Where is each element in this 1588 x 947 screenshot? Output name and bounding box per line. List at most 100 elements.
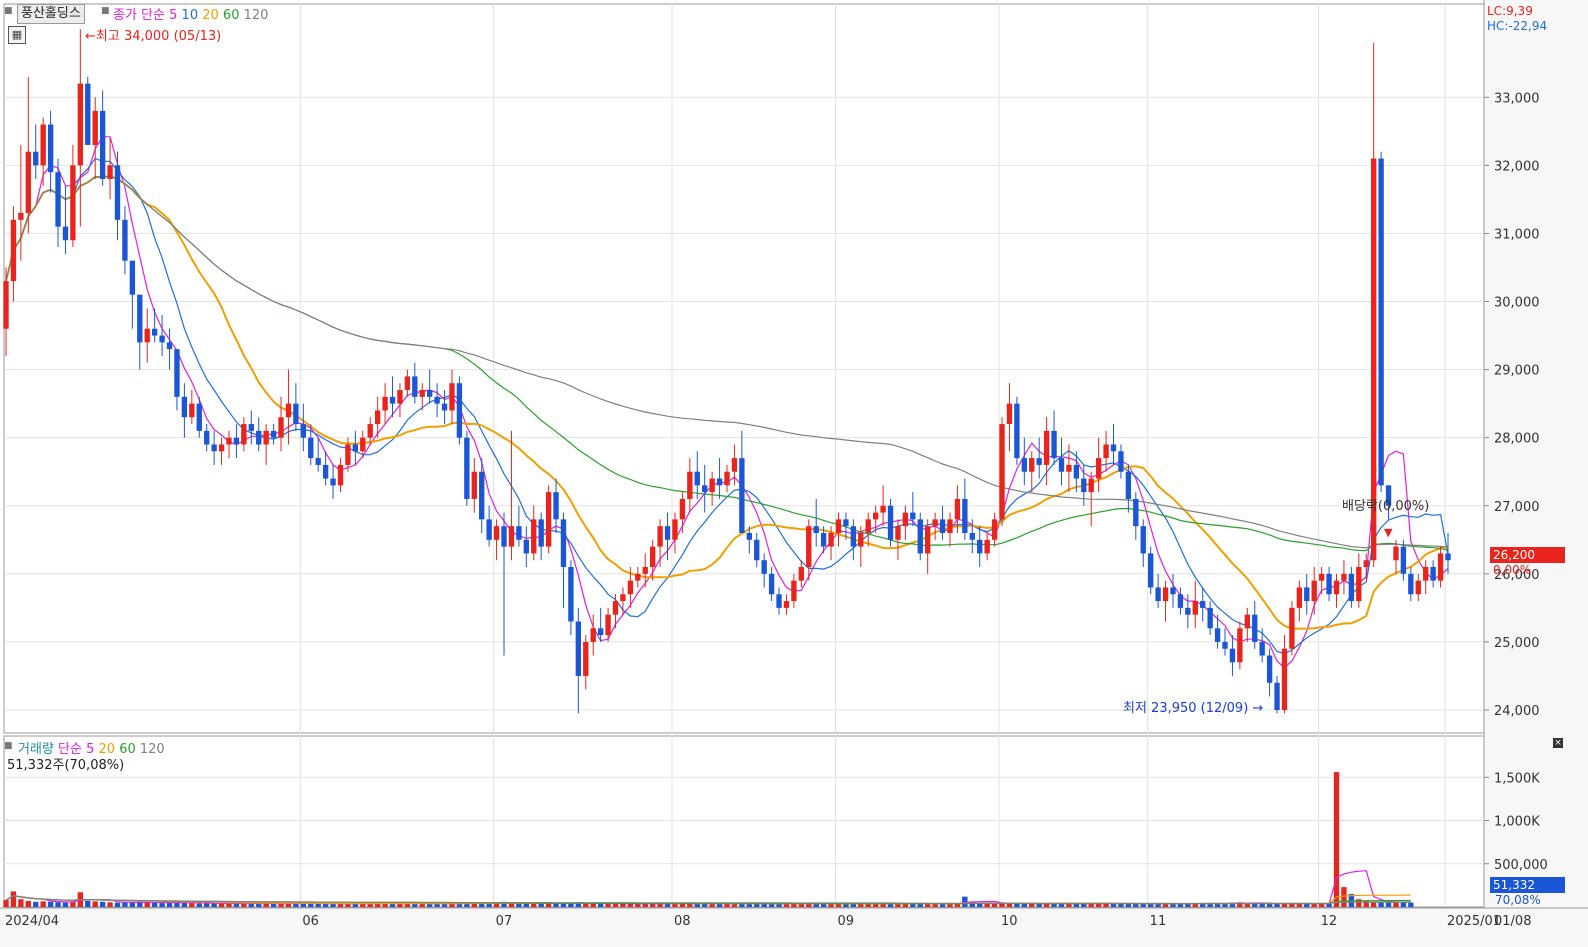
- candle-body: [977, 539, 983, 554]
- candle-body: [18, 213, 24, 220]
- volume-bar: [1095, 903, 1102, 907]
- candle-body: [679, 498, 686, 520]
- candle-body: [768, 573, 775, 595]
- candle-body: [910, 512, 916, 520]
- candle-body: [352, 444, 359, 452]
- candle-body: [731, 458, 738, 472]
- stock-name-box[interactable]: 풍산홀딩스: [17, 4, 85, 24]
- high-price-annotation: ←최고 34,000 (05/13): [85, 25, 221, 44]
- candle-body: [1170, 587, 1176, 595]
- candle-body: [464, 437, 470, 499]
- volume-bar: [1036, 903, 1042, 907]
- volume-menu-icon[interactable]: ■: [4, 741, 13, 751]
- volume-bar: [583, 903, 589, 907]
- date-tick-label: 11: [1150, 914, 1167, 929]
- candle-body: [1118, 451, 1124, 472]
- volume-bar: [954, 903, 961, 907]
- volume-bar: [977, 902, 983, 907]
- volume-bar: [181, 902, 188, 907]
- volume-bar: [159, 903, 165, 907]
- volume-bar: [40, 901, 46, 907]
- dividend-label: 배당락(0,00%): [1342, 499, 1430, 514]
- candle-body: [129, 260, 136, 295]
- legend-menu-icon[interactable]: ■: [101, 6, 110, 16]
- volume-bar: [233, 903, 240, 907]
- candle-body: [627, 580, 634, 595]
- volume-bar: [746, 903, 752, 907]
- volume-bar: [1170, 903, 1176, 907]
- volume-bar: [1162, 903, 1169, 907]
- candle-body: [151, 328, 158, 336]
- candle-body: [397, 390, 403, 404]
- candle-body: [1333, 580, 1340, 595]
- volume-bar: [374, 903, 381, 907]
- candle-body: [523, 539, 529, 554]
- volume-bar: [300, 903, 306, 907]
- volume-bar: [612, 903, 619, 907]
- volume-bar: [218, 903, 225, 907]
- candle-body: [1281, 648, 1288, 710]
- candle-body: [1304, 587, 1310, 602]
- candle-body: [1051, 430, 1057, 459]
- candle-body: [791, 580, 797, 602]
- volume-bar: [1400, 901, 1407, 907]
- volume-bar: [1229, 902, 1236, 907]
- candle-body: [367, 424, 373, 438]
- candle-body: [1378, 158, 1384, 486]
- candle-body: [434, 396, 440, 404]
- candle-body: [597, 628, 604, 636]
- candle-body: [1185, 607, 1191, 615]
- candle-body: [1192, 601, 1198, 615]
- candle-body: [531, 519, 537, 554]
- price-legend: 종가 단순 5 10 20 60 120: [113, 4, 268, 23]
- candle-body: [991, 519, 998, 540]
- volume-bar: [1311, 903, 1317, 907]
- volume-bar: [479, 903, 485, 907]
- candle-body: [1081, 478, 1087, 493]
- volume-bar: [1237, 902, 1243, 907]
- price-tick-label: 33,000: [1494, 91, 1540, 106]
- candle-body: [1296, 587, 1303, 608]
- candle-body: [479, 471, 485, 520]
- candle-body: [984, 539, 990, 554]
- volume-bar: [620, 903, 626, 907]
- candle-body: [293, 403, 299, 425]
- volume-bar: [1333, 772, 1340, 907]
- volume-bar: [1043, 903, 1050, 907]
- volume-bar: [33, 901, 39, 907]
- volume-bar: [360, 903, 366, 907]
- grid-toggle-icon[interactable]: ▦: [8, 26, 26, 44]
- ma20-line: [5, 175, 1449, 630]
- candle-body: [330, 478, 336, 486]
- volume-bar: [1185, 903, 1191, 907]
- volume-bar: [754, 903, 760, 907]
- candle-body: [1311, 580, 1317, 602]
- legend-ma-type: 종가 단순: [113, 8, 165, 23]
- panel-menu-icon[interactable]: ■: [4, 6, 13, 16]
- volume-tick-label: 1,000K: [1494, 815, 1540, 830]
- legend-ma10: 10: [181, 8, 199, 23]
- candle-body: [672, 519, 678, 540]
- candle-body: [1318, 573, 1325, 581]
- candle-body: [553, 492, 559, 520]
- volume-bar: [55, 902, 61, 907]
- volume-bar: [107, 902, 113, 907]
- candle-body: [493, 526, 500, 540]
- volume-bar: [1318, 903, 1325, 907]
- candle-body: [248, 424, 254, 431]
- candle-body: [218, 444, 225, 452]
- volume-panel-close-icon[interactable]: ×: [1553, 738, 1563, 748]
- price-tick-label: 27,000: [1494, 500, 1540, 515]
- volume-bar: [382, 903, 388, 907]
- candle-body: [389, 396, 396, 404]
- volume-bar: [1252, 903, 1258, 907]
- volume-bar: [984, 903, 990, 907]
- volume-bar: [137, 901, 143, 907]
- candle-body: [114, 165, 121, 220]
- volume-bar: [1341, 887, 1347, 907]
- candle-body: [1229, 648, 1236, 663]
- dividend-arrow-icon: ▼: [1384, 526, 1393, 539]
- candle-body: [204, 430, 210, 445]
- volume-bar: [627, 903, 634, 907]
